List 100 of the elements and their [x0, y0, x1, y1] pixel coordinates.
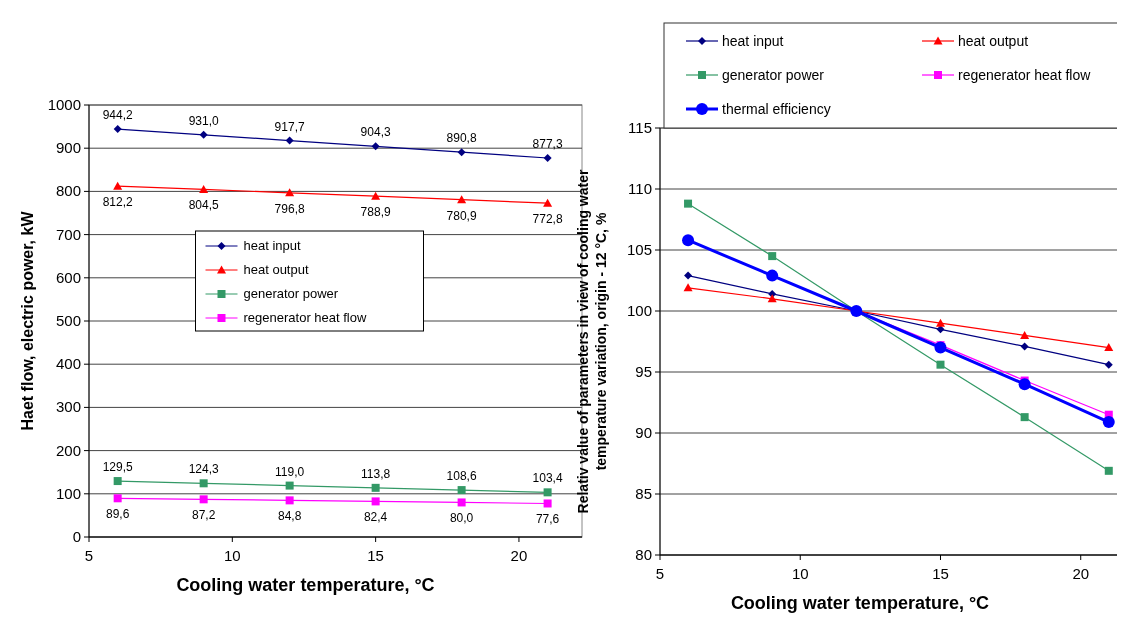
- point: [543, 198, 553, 207]
- point: [199, 130, 208, 139]
- point: [199, 184, 209, 193]
- data-label: 917,7: [274, 119, 305, 134]
- point: [1018, 378, 1031, 391]
- y-tick-label: 1000: [47, 96, 81, 113]
- point: [1104, 466, 1113, 475]
- legend-label: heat input: [243, 238, 301, 253]
- point: [199, 495, 208, 504]
- x-axis-title: Cooling water temperature, °C: [176, 575, 435, 595]
- point: [199, 479, 208, 488]
- y-tick-label: 115: [628, 119, 652, 136]
- data-label: 103,4: [532, 471, 563, 486]
- data-label: 877,3: [532, 137, 563, 152]
- point: [457, 486, 466, 495]
- point: [1102, 416, 1115, 429]
- y-tick-label: 600: [55, 268, 81, 286]
- y-tick-label: 900: [55, 139, 81, 157]
- point: [683, 283, 693, 292]
- data-label: 780,9: [446, 208, 477, 223]
- data-label: 77,6: [535, 512, 560, 527]
- y-axis-title: Haet flow, electric power, kW: [19, 210, 36, 431]
- x-tick-label: 15: [932, 565, 949, 582]
- x-tick-label: 15: [367, 547, 384, 564]
- legend-label: generator power: [243, 286, 339, 301]
- point: [768, 252, 777, 261]
- y-tick-label: 95: [635, 363, 652, 380]
- point: [1104, 360, 1113, 369]
- y-tick-label: 105: [626, 241, 652, 258]
- point: [457, 195, 467, 204]
- data-label: 129,5: [102, 460, 133, 475]
- point: [1104, 343, 1114, 352]
- point: [457, 498, 466, 507]
- y-tick-label: 700: [55, 225, 81, 243]
- data-label: 804,5: [188, 198, 219, 213]
- point: [113, 494, 122, 503]
- data-label: 890,8: [446, 131, 477, 146]
- y-tick-label: 400: [55, 355, 81, 373]
- x-tick-label: 20: [1072, 565, 1090, 582]
- point: [766, 269, 779, 282]
- legend-label: generator power: [722, 67, 825, 83]
- x-tick-label: 20: [510, 547, 528, 564]
- legend-label: heat input: [722, 33, 784, 49]
- legend-label: heat output: [243, 262, 309, 277]
- point: [543, 499, 552, 508]
- y-tick-label: 300: [55, 398, 81, 416]
- data-label: 119,0: [275, 464, 305, 479]
- point: [767, 294, 777, 303]
- y-tick-label: 100: [626, 302, 652, 319]
- data-label: 944,2: [102, 108, 133, 123]
- point: [113, 125, 122, 134]
- point: [285, 188, 295, 197]
- y-tick-label: 85: [635, 485, 652, 502]
- y-tick-label: 0: [72, 528, 81, 545]
- legend-label: heat output: [958, 33, 1029, 49]
- y-tick-label: 110: [628, 180, 652, 197]
- data-label: 772,8: [532, 212, 563, 227]
- point: [285, 136, 294, 145]
- y-tick-label: 80: [635, 546, 652, 563]
- data-label: 113,8: [361, 466, 391, 481]
- point: [285, 496, 294, 505]
- point: [457, 148, 466, 157]
- point: [285, 481, 294, 490]
- point: [371, 497, 380, 506]
- y-tick-label: 500: [55, 312, 81, 329]
- point: [543, 488, 552, 497]
- point: [934, 341, 947, 354]
- point: [543, 154, 552, 163]
- point: [371, 191, 381, 200]
- x-tick-label: 10: [223, 547, 241, 564]
- x-axis-title: Cooling water temperature, °C: [730, 593, 990, 613]
- data-label: 82,4: [363, 510, 388, 525]
- point: [1020, 413, 1029, 422]
- point: [113, 477, 122, 486]
- legend-label: regenerator heat flow: [243, 310, 367, 325]
- data-label: 87,2: [191, 508, 216, 523]
- data-label: 108,6: [446, 469, 477, 484]
- legend-label: regenerator heat flow: [958, 67, 1092, 83]
- data-label: 812,2: [102, 195, 133, 210]
- y-tick-label: 100: [55, 484, 81, 502]
- data-label: 84,8: [277, 509, 302, 524]
- point: [684, 271, 693, 280]
- y-tick-label: 800: [55, 182, 81, 200]
- point: [1020, 342, 1029, 351]
- point: [682, 234, 695, 247]
- point: [936, 360, 945, 369]
- data-label: 931,0: [188, 113, 219, 128]
- data-label: 89,6: [105, 507, 130, 522]
- data-label: 124,3: [188, 462, 219, 477]
- point: [113, 181, 123, 190]
- data-label: 788,9: [360, 205, 391, 220]
- point: [371, 142, 380, 151]
- data-label: 80,0: [449, 511, 474, 526]
- x-tick-label: 5: [84, 547, 94, 564]
- point: [371, 483, 380, 492]
- point: [1020, 330, 1030, 339]
- y-axis-title: Relativ value of parameters in view of cooling water temperature variation, origin - 12 °C, %: [575, 169, 609, 514]
- y-tick-label: 90: [635, 424, 652, 441]
- data-label: 796,8: [274, 201, 305, 216]
- data-label: 904,3: [360, 125, 391, 140]
